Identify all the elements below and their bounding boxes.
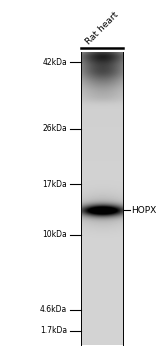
Text: HOPX: HOPX <box>132 206 157 215</box>
Text: 1.7kDa: 1.7kDa <box>40 326 67 335</box>
Text: 26kDa: 26kDa <box>42 124 67 133</box>
Text: 17kDa: 17kDa <box>42 180 67 189</box>
Text: 10kDa: 10kDa <box>42 230 67 239</box>
Text: Rat heart: Rat heart <box>84 10 120 47</box>
Text: 42kDa: 42kDa <box>42 58 67 67</box>
Text: 4.6kDa: 4.6kDa <box>40 306 67 314</box>
